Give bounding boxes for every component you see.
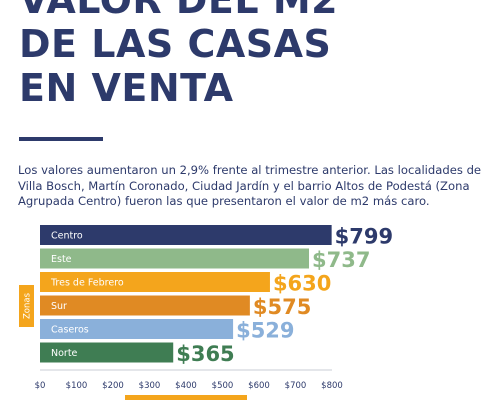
description-text: Los valores aumentaron un 2,9% frente al… (18, 163, 482, 208)
bar (40, 295, 250, 316)
data-label: $529 (236, 319, 294, 343)
category-label: Norte (51, 348, 78, 359)
bar (40, 248, 310, 269)
x-tick-label: $500 (212, 381, 234, 391)
x-tick-label: $700 (285, 381, 307, 391)
bar (40, 342, 174, 363)
bar (40, 272, 270, 292)
data-label: $365 (176, 342, 234, 366)
bar (40, 225, 332, 245)
x-tick-label: $300 (139, 381, 161, 391)
category-label: Tres de Febrero (50, 278, 124, 289)
x-tick-label: $0 (35, 381, 46, 391)
data-label: $799 (335, 225, 393, 249)
title-line: EN VENTA (19, 66, 234, 110)
y-axis-label: Zonas (23, 292, 33, 319)
y-axis-badge (19, 285, 34, 327)
data-label: $737 (312, 248, 370, 272)
title-line: DE LAS CASAS (19, 22, 332, 66)
title-line: VALOR DEL M2 (19, 0, 339, 22)
category-label: Sur (51, 301, 67, 312)
bar (40, 319, 234, 339)
category-label: Este (51, 254, 72, 265)
category-label: Caseros (51, 325, 89, 336)
title-divider (19, 137, 103, 141)
page-title: VALOR DEL M2 DE LAS CASAS EN VENTA (19, 0, 338, 110)
x-axis-badge (125, 395, 247, 400)
x-tick-label: $600 (248, 381, 270, 391)
category-label: Centro (51, 231, 83, 242)
data-label: $630 (273, 272, 331, 296)
x-tick-label: $400 (175, 381, 197, 391)
data-label: $575 (253, 295, 311, 319)
x-tick-label: $800 (321, 381, 343, 391)
x-tick-label: $200 (102, 381, 124, 391)
x-tick-label: $100 (66, 381, 88, 391)
